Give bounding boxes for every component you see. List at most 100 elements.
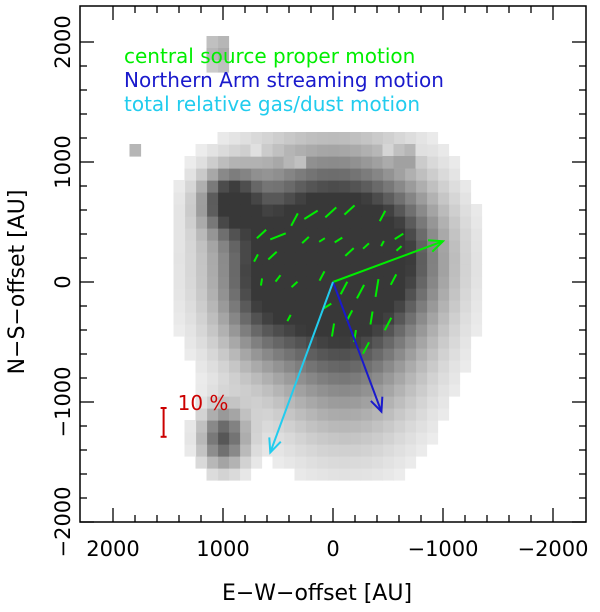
- map-pixel: [316, 204, 329, 217]
- map-pixel: [239, 264, 252, 277]
- map-pixel: [382, 228, 395, 241]
- map-pixel: [371, 264, 384, 277]
- map-pixel: [426, 372, 439, 385]
- map-pixel: [437, 372, 450, 385]
- map-pixel: [415, 324, 428, 337]
- map-pixel: [404, 324, 417, 337]
- map-pixel: [360, 336, 373, 349]
- map-pixel: [338, 456, 351, 469]
- map-pixel: [316, 444, 329, 457]
- map-pixel: [272, 192, 285, 205]
- map-pixel: [459, 204, 472, 217]
- map-pixel: [195, 228, 208, 241]
- map-pixel: [404, 432, 417, 445]
- map-pixel: [426, 192, 439, 205]
- map-pixel: [272, 420, 285, 433]
- map-pixel: [360, 468, 373, 481]
- map-pixel: [448, 348, 461, 361]
- map-pixel: [283, 240, 296, 253]
- map-pixel: [217, 456, 230, 469]
- map-pixel: [360, 384, 373, 397]
- map-pixel: [272, 396, 285, 409]
- map-pixel: [228, 228, 241, 241]
- map-pixel: [283, 204, 296, 217]
- y-tick-label: 2000: [51, 15, 75, 68]
- map-pixel: [272, 312, 285, 325]
- map-pixel: [283, 348, 296, 361]
- map-pixel: [459, 264, 472, 277]
- map-pixel: [228, 420, 241, 433]
- y-tick-labels: 2000 1000 0 −1000 −2000: [51, 15, 75, 557]
- map-pixel: [206, 360, 219, 373]
- map-pixel: [415, 276, 428, 289]
- map-pixel: [195, 360, 208, 373]
- map-pixel: [382, 456, 395, 469]
- map-pixel: [217, 384, 230, 397]
- map-pixel: [338, 168, 351, 181]
- map-pixel: [426, 288, 439, 301]
- map-pixel: [470, 252, 483, 265]
- map-pixel: [272, 336, 285, 349]
- map-pixel: [228, 252, 241, 265]
- map-pixel: [305, 192, 318, 205]
- map-pixel: [426, 432, 439, 445]
- map-pixel: [217, 432, 230, 445]
- map-pixel: [371, 240, 384, 253]
- map-pixel: [415, 252, 428, 265]
- map-pixel: [184, 276, 197, 289]
- polarization-vector: [380, 240, 385, 247]
- map-pixel: [283, 252, 296, 265]
- map-pixel: [261, 168, 274, 181]
- map-pixel: [426, 204, 439, 217]
- map-pixel: [261, 132, 274, 145]
- map-pixel: [393, 312, 406, 325]
- map-pixel: [470, 312, 483, 325]
- map-pixel: [184, 288, 197, 301]
- map-pixel: [338, 228, 351, 241]
- map-pixel: [404, 264, 417, 277]
- map-pixel: [459, 252, 472, 265]
- map-pixel: [305, 144, 318, 157]
- map-pixel: [360, 372, 373, 385]
- map-pixel: [382, 252, 395, 265]
- map-pixel: [360, 252, 373, 265]
- map-pixel: [349, 180, 362, 193]
- map-pixel: [404, 444, 417, 457]
- map-pixel: [404, 240, 417, 253]
- map-pixel: [382, 408, 395, 421]
- map-pixel: [404, 336, 417, 349]
- map-pixel: [239, 156, 252, 169]
- map-pixel: [448, 372, 461, 385]
- motion-vector-head: [370, 396, 384, 414]
- map-pixel: [261, 240, 274, 253]
- map-pixel: [217, 396, 230, 409]
- map-pixel: [283, 456, 296, 469]
- map-pixel: [283, 276, 296, 289]
- map-pixel: [415, 384, 428, 397]
- map-pixel: [195, 240, 208, 253]
- map-pixel: [283, 432, 296, 445]
- map-pixel: [294, 468, 307, 481]
- map-pixel: [217, 468, 230, 481]
- polarization-vectors: [253, 204, 404, 355]
- map-pixel: [437, 156, 450, 169]
- intensity-map: [129, 36, 483, 481]
- map-pixel: [360, 324, 373, 337]
- map-pixel: [184, 300, 197, 313]
- map-pixel: [239, 420, 252, 433]
- map-pixel: [382, 264, 395, 277]
- map-pixel: [228, 432, 241, 445]
- map-pixel: [338, 396, 351, 409]
- map-pixel: [360, 432, 373, 445]
- map-pixel: [228, 180, 241, 193]
- map-pixel: [283, 408, 296, 421]
- map-pixel: [217, 372, 230, 385]
- map-pixel: [261, 372, 274, 385]
- map-pixel: [404, 312, 417, 325]
- map-pixel: [305, 348, 318, 361]
- map-pixel: [261, 336, 274, 349]
- polarization-vector: [290, 280, 299, 288]
- map-pixel: [195, 192, 208, 205]
- map-pixel: [393, 228, 406, 241]
- map-pixel: [415, 372, 428, 385]
